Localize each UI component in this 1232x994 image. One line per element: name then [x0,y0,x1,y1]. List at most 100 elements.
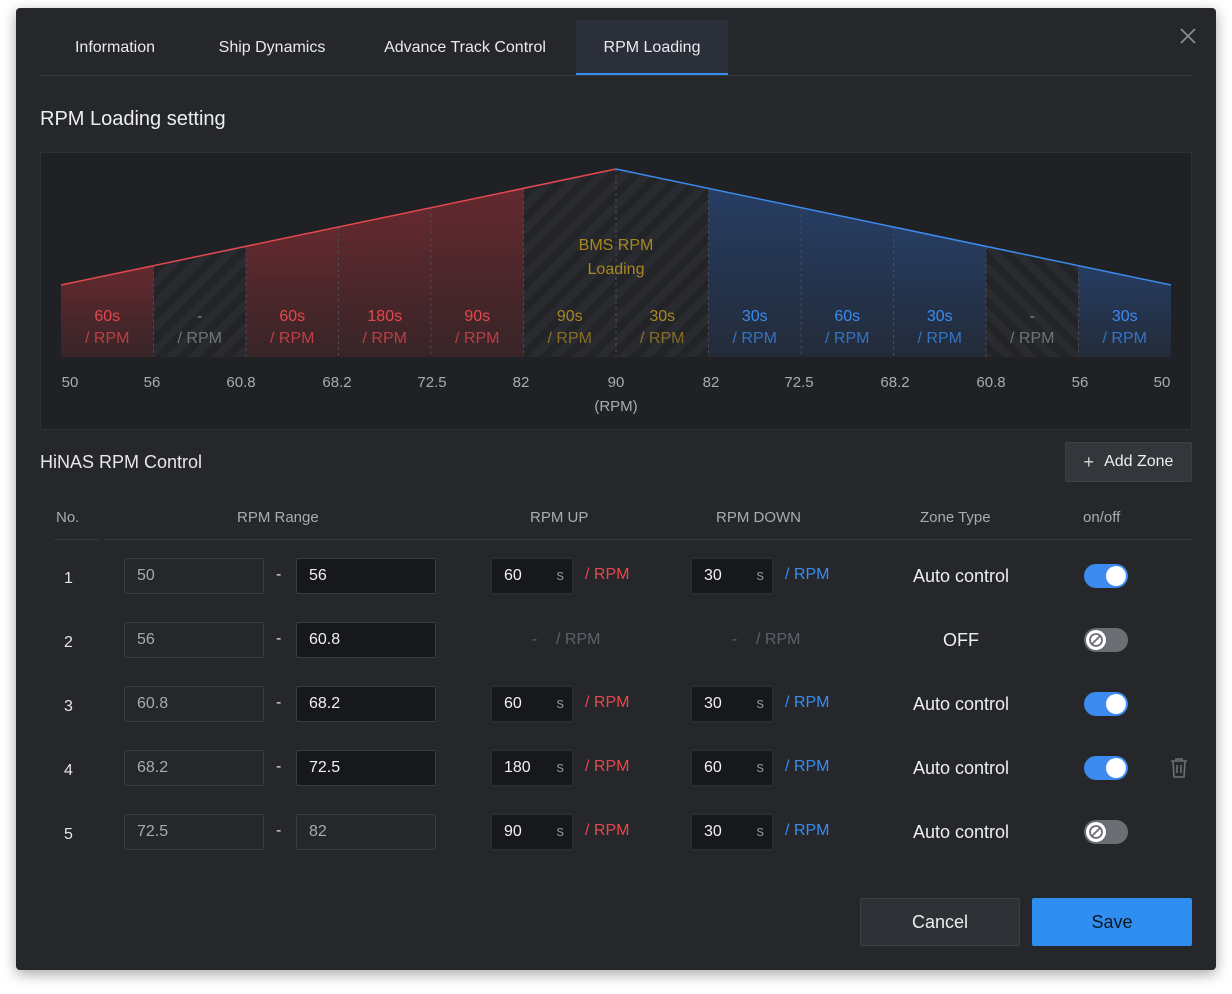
table-row: 4 68.2 - 72.5 180 s / RPM 60 s / RPM Aut… [54,740,1192,804]
range-dash: - [276,566,282,583]
seconds-unit: s [756,567,765,584]
rpm-up-unit: / RPM [585,822,630,839]
header-on-off: on/off [1083,509,1121,526]
row-number: 1 [64,570,73,587]
table-row: 5 72.5 - 82 90 s / RPM 30 s / RPM Auto c… [54,804,1192,868]
header-rpm-down: RPM DOWN [716,509,801,526]
rpm-up-value: 180 [504,759,531,776]
row-number: 3 [64,698,73,715]
x-tick-label: 50 [1154,374,1171,391]
rpm-up-off-unit: / RPM [556,631,601,648]
range-dash: - [276,694,282,711]
zone-toggle[interactable] [1084,756,1128,780]
rpm-up-input[interactable]: 60 s [491,686,573,722]
rpm-from-input[interactable]: 68.2 [124,750,264,786]
disabled-icon [1089,825,1103,839]
rpm-up-off-dash: - [532,631,538,648]
rpm-settings-dialog: Information Ship Dynamics Advance Track … [16,8,1216,970]
zone-toggle[interactable] [1084,564,1128,588]
rpm-up-value: 90 [504,823,522,840]
tab-information[interactable]: Information [74,39,156,56]
header-divider [100,534,104,540]
table-row: 3 60.8 - 68.2 60 s / RPM 30 s / RPM Auto… [54,676,1192,740]
segment-unit-label: / RPM [363,330,407,347]
rpm-down-input[interactable]: 60 s [691,750,773,786]
close-icon[interactable] [1178,26,1198,46]
segment-value-label: - [197,308,202,325]
cancel-button[interactable]: Cancel [860,898,1020,946]
x-tick-label: 90 [608,374,625,391]
trash-icon[interactable] [1168,756,1190,780]
rpm-to-input[interactable]: 56 [296,558,436,594]
add-zone-label: Add Zone [1104,453,1174,470]
rpm-from-input[interactable]: 50 [124,558,264,594]
segment-value-label: 60s [834,308,860,325]
toggle-knob [1106,758,1126,778]
rpm-up-input[interactable]: 60 s [491,558,573,594]
rpm-down-input[interactable]: 30 s [691,814,773,850]
rpm-from-input[interactable]: 56 [124,622,264,658]
segment-unit-label: / RPM [1010,330,1054,347]
segment-unit-label: / RPM [918,330,962,347]
x-tick-label: 72.5 [417,374,446,391]
segment-value-label: 30s [1112,308,1138,325]
row-number: 4 [64,762,73,779]
segment-value-label: 30s [742,308,768,325]
rpm-to-input[interactable]: 82 [296,814,436,850]
zone-toggle[interactable] [1084,820,1128,844]
x-tick-label: 82 [513,374,530,391]
segment-value-label: 90s [464,308,490,325]
seconds-unit: s [556,823,565,840]
rpm-to-input[interactable]: 72.5 [296,750,436,786]
segment-unit-label: / RPM [455,330,499,347]
segment-value-label: 90s [557,308,583,325]
control-title: HiNAS RPM Control [40,452,203,472]
header-zone-type: Zone Type [920,509,991,526]
rpm-down-input[interactable]: 30 s [691,558,773,594]
segment-value-label: 180s [367,308,402,325]
x-tick-label: 82 [703,374,720,391]
header-rpm-up: RPM UP [530,509,589,526]
chart-segment-area [153,246,246,357]
segment-value-label: 30s [927,308,953,325]
segment-unit-label: / RPM [548,330,592,347]
zone-type: Auto control [912,566,1010,586]
rpm-to-input[interactable]: 60.8 [296,622,436,658]
tab-advance-track-control[interactable]: Advance Track Control [384,39,546,56]
seconds-unit: s [756,823,765,840]
rpm-down-unit: / RPM [785,694,830,711]
chart-segment-area [431,188,524,357]
rpm-up-line [60,168,617,286]
rpm-down-unit: / RPM [785,758,830,775]
segment-value-label: 60s [94,308,120,325]
x-tick-label: 56 [1072,374,1089,391]
rpm-from-input[interactable]: 72.5 [124,814,264,850]
chart-segment-area [61,265,154,357]
seconds-unit: s [756,759,765,776]
rpm-down-off-unit: / RPM [756,631,801,648]
rpm-from-input[interactable]: 60.8 [124,686,264,722]
rpm-down-unit: / RPM [785,822,830,839]
header-no: No. [56,509,80,526]
segment-unit-label: / RPM [178,330,222,347]
rpm-down-unit: / RPM [785,566,830,583]
save-button[interactable]: Save [1032,898,1192,946]
rpm-up-input[interactable]: 90 s [491,814,573,850]
zone-toggle[interactable] [1084,692,1128,716]
zone-toggle[interactable] [1084,628,1128,652]
range-dash: - [276,822,282,839]
x-tick-label: 60.8 [976,374,1005,391]
rpm-to-input[interactable]: 68.2 [296,686,436,722]
plus-icon: + [1083,451,1095,472]
table-header: No. RPM Range RPM UP RPM DOWN Zone Type … [54,504,1192,540]
tab-rpm-loading[interactable]: RPM Loading [576,20,728,75]
seconds-unit: s [556,759,565,776]
segment-value-label: 60s [279,308,305,325]
rpm-down-off-dash: - [732,631,738,648]
tab-ship-dynamics[interactable]: Ship Dynamics [218,39,326,56]
add-zone-button[interactable]: + Add Zone [1065,442,1192,482]
rpm-up-unit: / RPM [585,566,630,583]
rpm-up-input[interactable]: 180 s [491,750,573,786]
rpm-down-input[interactable]: 30 s [691,686,773,722]
x-tick-label: 72.5 [784,374,813,391]
